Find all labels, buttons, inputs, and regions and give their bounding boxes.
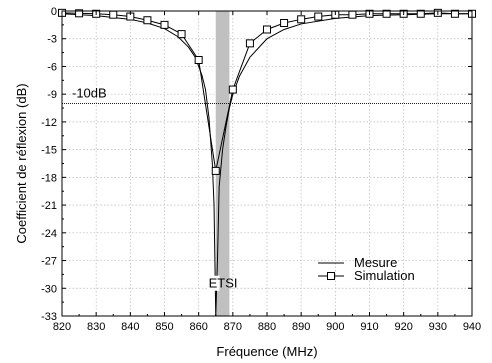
data-point-simulation [382, 9, 391, 18]
legend-label-mesure: Mesure [354, 255, 397, 270]
data-point-simulation [245, 39, 254, 48]
x-tick-label: 900 [326, 321, 344, 333]
y-axis-title: Coefficient de réflexion (dB) [14, 83, 29, 243]
data-point-simulation [177, 30, 186, 39]
tick-layer: 820 830 840 850 860 870 880 890 900 910 920 930 940 0… [41, 6, 481, 333]
legend: Mesure Simulation [318, 255, 415, 283]
y-tick-label: -18 [41, 172, 57, 184]
data-point-simulation [297, 15, 306, 24]
x-tick-label: 830 [87, 321, 105, 333]
data-point-simulation [143, 16, 152, 25]
threshold-label: -10dB [72, 85, 107, 100]
data-point-simulation [211, 166, 220, 175]
etsi-band [215, 11, 230, 316]
x-tick-label: 820 [53, 321, 71, 333]
y-tick-label: -15 [41, 145, 57, 157]
data-point-simulation [228, 85, 237, 94]
data-point-simulation [450, 9, 459, 18]
data-point-simulation [348, 10, 357, 19]
y-tick-label: -6 [47, 61, 57, 73]
x-tick-label: 910 [360, 321, 378, 333]
series-line-mesure [61, 13, 472, 317]
y-tick-label: -9 [47, 89, 57, 101]
legend-marker-simulation [327, 272, 335, 280]
y-tick-label: -12 [41, 117, 57, 129]
x-tick-label: 890 [292, 321, 310, 333]
x-tick-label: 860 [189, 321, 207, 333]
y-tick-label: -3 [47, 34, 57, 46]
x-tick-label: 870 [224, 321, 242, 333]
x-tick-label: 940 [463, 321, 481, 333]
x-tick-label: 840 [121, 321, 139, 333]
x-tick-label: 930 [429, 321, 447, 333]
x-tick-label: 850 [155, 321, 173, 333]
x-tick-label: 920 [394, 321, 412, 333]
data-point-simulation [263, 25, 271, 34]
data-point-simulation [160, 20, 169, 29]
y-tick-label: -30 [41, 283, 57, 295]
y-tick-label: -24 [41, 228, 57, 240]
x-axis-title: Fréquence (MHz) [216, 344, 317, 359]
data-point-simulation [75, 9, 84, 18]
data-point-simulation [194, 55, 203, 64]
y-tick-label: -33 [41, 311, 57, 323]
data-point-simulation [109, 10, 118, 19]
y-tick-label: 0 [51, 6, 57, 18]
data-point-simulation [314, 12, 323, 21]
data-point-simulation [416, 9, 425, 18]
y-tick-label: -21 [41, 200, 57, 212]
etsi-label: ETSI [209, 276, 238, 291]
etsi-label-background [207, 275, 220, 291]
x-tick-label: 880 [258, 321, 276, 333]
legend-label-simulation: Simulation [354, 268, 415, 283]
data-point-simulation [280, 19, 289, 28]
y-tick-label: -27 [41, 256, 57, 268]
